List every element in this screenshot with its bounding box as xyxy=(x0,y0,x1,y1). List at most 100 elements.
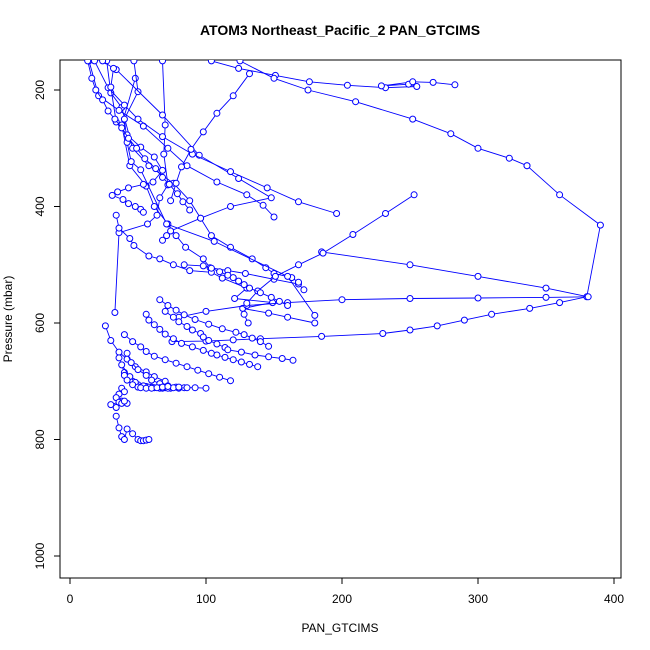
data-point xyxy=(114,188,122,196)
data-point xyxy=(112,404,120,411)
data-point xyxy=(191,316,199,323)
x-axis-label: PAN_GTCIMS xyxy=(301,621,378,635)
data-point xyxy=(123,349,131,357)
data-point xyxy=(556,191,564,199)
data-point xyxy=(311,311,319,319)
series-28 xyxy=(112,412,153,445)
data-point xyxy=(131,74,139,82)
data-point xyxy=(224,346,232,354)
data-point xyxy=(207,232,215,240)
data-point xyxy=(194,366,202,374)
data-point xyxy=(120,331,128,339)
data-point xyxy=(130,60,138,65)
data-point xyxy=(120,101,128,109)
data-point xyxy=(202,384,210,392)
data-point xyxy=(159,133,166,141)
data-point xyxy=(134,115,142,123)
data-point xyxy=(183,363,191,371)
data-point xyxy=(164,144,172,152)
series-21 xyxy=(120,331,234,385)
data-point xyxy=(186,267,194,275)
data-point xyxy=(153,211,161,219)
data-point xyxy=(295,278,302,286)
series-line xyxy=(243,194,415,324)
data-point xyxy=(115,224,123,232)
data-point xyxy=(240,281,248,289)
data-point xyxy=(240,310,248,318)
data-point xyxy=(284,313,292,321)
data-point xyxy=(169,261,177,269)
data-point xyxy=(179,198,187,206)
x-tick-label: 200 xyxy=(332,592,352,606)
data-point xyxy=(235,64,243,72)
data-point xyxy=(542,284,550,292)
data-point xyxy=(145,316,153,324)
data-point xyxy=(305,78,313,86)
data-point xyxy=(243,299,251,307)
data-point xyxy=(115,354,123,362)
series-line xyxy=(171,165,601,343)
series-16 xyxy=(167,70,253,205)
series-8 xyxy=(99,60,166,216)
data-point xyxy=(243,191,251,199)
data-point xyxy=(488,310,496,318)
data-point xyxy=(460,316,468,324)
data-point xyxy=(474,294,482,302)
data-point xyxy=(304,86,312,94)
data-point xyxy=(523,162,531,170)
series-17 xyxy=(180,261,292,309)
data-point xyxy=(213,109,221,117)
data-point xyxy=(197,214,205,222)
data-point xyxy=(145,252,153,260)
x-tick-label: 0 xyxy=(67,592,74,606)
y-tick-label: 1000 xyxy=(33,542,47,569)
data-point xyxy=(406,326,414,334)
data-point xyxy=(137,343,145,351)
series-line xyxy=(87,60,191,211)
data-point xyxy=(186,206,194,214)
data-point xyxy=(150,352,158,360)
data-point xyxy=(150,321,158,329)
data-point xyxy=(178,163,185,171)
data-point xyxy=(95,92,103,100)
data-point xyxy=(263,184,271,192)
data-point xyxy=(120,115,128,123)
data-point xyxy=(188,343,196,351)
data-point xyxy=(156,194,164,202)
data-point xyxy=(265,342,273,350)
data-point xyxy=(227,168,234,176)
data-point xyxy=(596,221,604,229)
y-axis: 200 400 600 800 1000 xyxy=(33,80,61,569)
data-point xyxy=(202,307,210,315)
data-point xyxy=(379,330,387,337)
data-point xyxy=(112,211,120,219)
data-point xyxy=(229,274,237,282)
data-point xyxy=(125,184,132,192)
data-point xyxy=(191,384,199,392)
data-point xyxy=(278,355,286,362)
data-point xyxy=(172,306,180,314)
data-point xyxy=(183,323,191,330)
data-point xyxy=(148,376,156,384)
data-point xyxy=(259,201,267,209)
series-18 xyxy=(161,307,297,364)
data-point xyxy=(139,208,147,216)
data-point xyxy=(156,325,164,333)
data-point xyxy=(172,232,180,240)
data-point xyxy=(207,264,215,272)
data-point xyxy=(167,197,175,205)
data-point xyxy=(165,180,173,188)
series-line xyxy=(94,60,337,214)
data-point xyxy=(127,158,135,166)
data-point xyxy=(152,165,160,173)
data-point xyxy=(125,200,132,208)
data-point xyxy=(246,70,253,78)
series-27 xyxy=(107,384,131,411)
data-point xyxy=(244,319,252,327)
data-point xyxy=(110,64,117,72)
data-point xyxy=(229,336,237,344)
series-9 xyxy=(84,60,194,214)
data-point xyxy=(123,376,131,384)
data-point xyxy=(118,124,126,132)
